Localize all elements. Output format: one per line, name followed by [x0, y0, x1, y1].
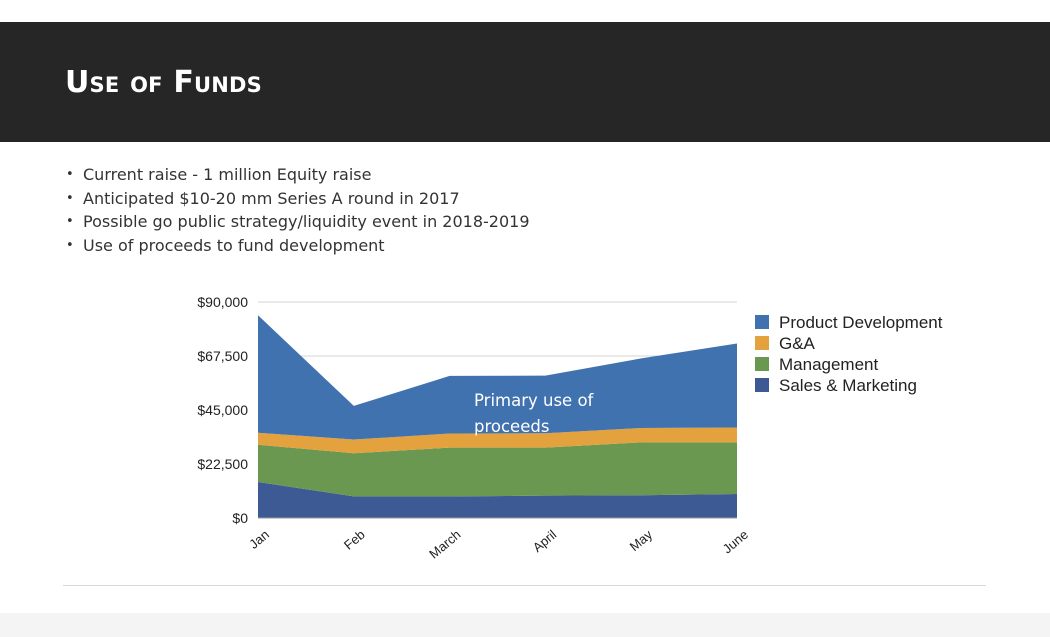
bullet-text: Current raise - 1 million Equity raise: [83, 165, 372, 184]
bullet-text: Possible go public strategy/liquidity ev…: [83, 212, 530, 231]
x-tick-label: Jan: [246, 527, 272, 552]
area-product-development: [258, 315, 737, 440]
area-g-a: [258, 427, 737, 454]
y-tick-label: $0: [232, 510, 248, 526]
bullet-dot-icon: •: [66, 214, 74, 229]
x-tick-label: June: [720, 527, 751, 557]
x-tick-label: April: [530, 527, 560, 555]
annotation: Primary use of proceeds: [474, 391, 599, 436]
bullet-item: • Use of proceeds to fund development: [66, 234, 530, 258]
bullet-item: • Current raise - 1 million Equity raise: [66, 163, 530, 187]
chart-annotation: Primary use of proceeds: [474, 391, 599, 436]
area-sales-marketing: [258, 482, 737, 518]
legend-swatch: [755, 378, 769, 392]
bullet-item: • Anticipated $10-20 mm Series A round in…: [66, 187, 530, 211]
x-tick-label: May: [627, 526, 656, 554]
y-tick-label: $67,500: [197, 348, 248, 364]
legend-swatch: [755, 357, 769, 371]
legend-swatch: [755, 336, 769, 350]
bullet-dot-icon: •: [66, 190, 74, 206]
stacked-area-chart: $0 $22,500 $45,000 $67,500 $90,000 Jan Feb Marc…: [197, 294, 943, 562]
y-tick-label: $90,000: [197, 294, 248, 310]
footer-divider: [63, 585, 986, 586]
bullet-list: • Current raise - 1 million Equity raise …: [66, 163, 530, 257]
legend-label: Management: [779, 355, 879, 374]
legend-label: Product Development: [779, 313, 943, 332]
y-tick-label: $45,000: [197, 402, 248, 418]
legend-label: G&A: [779, 334, 816, 353]
bullet-text: Anticipated $10-20 mm Series A round in …: [83, 188, 460, 208]
annotation-line-1: Primary use of: [474, 391, 595, 410]
legend: Product Development G&A Management Sales & …: [755, 313, 943, 395]
bullet-dot-icon: •: [66, 167, 74, 182]
x-tick-label: March: [426, 527, 463, 562]
slide-title: Use of Funds: [65, 65, 262, 100]
bottom-band: [0, 613, 1050, 637]
bullet-text: Use of proceeds to fund development: [83, 235, 385, 255]
annotation-line-2: proceeds: [474, 417, 549, 436]
area-series: [258, 315, 737, 518]
legend-swatch: [755, 315, 769, 329]
area-management: [258, 442, 737, 497]
x-tick-label: Feb: [341, 527, 368, 553]
y-tick-label: $22,500: [197, 456, 248, 472]
bullet-dot-icon: •: [66, 237, 74, 253]
bullet-item: • Possible go public strategy/liquidity e…: [66, 210, 530, 234]
title-bar: [0, 22, 1050, 142]
legend-label: Sales & Marketing: [779, 376, 917, 395]
